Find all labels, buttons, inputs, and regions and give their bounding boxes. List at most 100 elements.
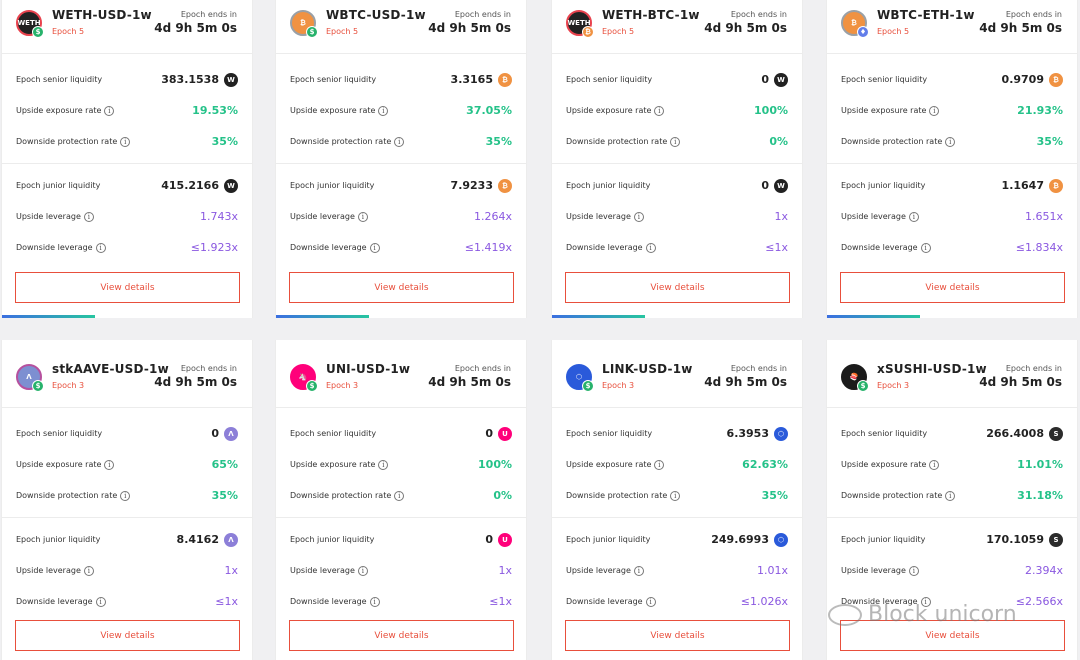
epoch-progress-fill bbox=[276, 315, 369, 318]
info-icon[interactable]: i bbox=[945, 136, 956, 147]
senior-liquidity-label: Epoch senior liquidity bbox=[290, 75, 377, 84]
view-details-button[interactable]: View details bbox=[289, 272, 514, 303]
info-icon[interactable]: i bbox=[394, 490, 405, 501]
info-icon[interactable]: i bbox=[670, 136, 681, 147]
senior-section: Epoch senior liquidity 3.3165 ₿ Upside expo… bbox=[276, 54, 526, 164]
uni-icon: U bbox=[498, 426, 512, 441]
info-icon[interactable]: i bbox=[104, 105, 115, 116]
info-icon[interactable]: i bbox=[95, 242, 106, 253]
usd-badge-icon: $ bbox=[32, 380, 44, 392]
epoch-countdown: 4d 9h 5m 0s bbox=[428, 21, 511, 35]
info-icon[interactable]: i bbox=[945, 490, 956, 501]
info-icon[interactable]: i bbox=[654, 459, 665, 470]
upside-exposure-label: Upside exposure rate i bbox=[841, 459, 940, 470]
downside-protection-label: Downside protection rate i bbox=[841, 490, 956, 501]
info-icon[interactable]: i bbox=[920, 242, 931, 253]
info-icon[interactable]: i bbox=[394, 136, 405, 147]
upside-leverage-label: Upside leverage i bbox=[290, 565, 368, 576]
junior-liquidity-label: Epoch junior liquidity bbox=[566, 181, 651, 190]
info-icon[interactable]: i bbox=[929, 459, 940, 470]
junior-liquidity-label: Epoch junior liquidity bbox=[841, 181, 926, 190]
weth-icon: W bbox=[224, 178, 238, 193]
upside-leverage-row: Upside leverage i 1x bbox=[552, 201, 802, 232]
upside-exposure-value: 100% bbox=[754, 104, 788, 117]
info-icon[interactable]: i bbox=[670, 490, 681, 501]
view-details-button[interactable]: View details bbox=[840, 272, 1065, 303]
info-icon[interactable]: i bbox=[908, 565, 919, 576]
upside-exposure-label: Upside exposure rate i bbox=[290, 105, 389, 116]
info-icon[interactable]: i bbox=[645, 596, 656, 607]
info-icon[interactable]: i bbox=[929, 105, 940, 116]
junior-liquidity-row: Epoch junior liquidity 170.1059 S bbox=[827, 524, 1077, 555]
epoch-number: Epoch 3 bbox=[52, 381, 85, 390]
info-icon[interactable]: i bbox=[120, 136, 131, 147]
upside-leverage-label: Upside leverage i bbox=[16, 565, 94, 576]
xsushi-icon: S bbox=[1049, 532, 1063, 547]
watermark: Block unicorn bbox=[828, 602, 1017, 627]
upside-exposure-value: 62.63% bbox=[742, 458, 788, 471]
info-icon[interactable]: i bbox=[908, 211, 919, 222]
info-icon[interactable]: i bbox=[369, 596, 380, 607]
junior-liquidity-label: Epoch junior liquidity bbox=[16, 535, 101, 544]
info-icon[interactable]: i bbox=[95, 596, 106, 607]
info-icon[interactable]: i bbox=[633, 565, 644, 576]
downside-protection-value: 0% bbox=[493, 489, 512, 502]
view-details-button[interactable]: View details bbox=[565, 620, 790, 651]
senior-section: Epoch senior liquidity 0 W Upside exposure … bbox=[552, 54, 802, 164]
downside-protection-label: Downside protection rate i bbox=[566, 136, 681, 147]
upside-leverage-value: 1x bbox=[224, 564, 238, 577]
epoch-progress-fill bbox=[827, 315, 920, 318]
info-icon[interactable]: i bbox=[357, 565, 368, 576]
epoch-number: Epoch 3 bbox=[877, 381, 910, 390]
usd-badge-icon: $ bbox=[857, 380, 869, 392]
info-icon[interactable]: i bbox=[378, 105, 389, 116]
vault-name: xSUSHI-USD-1w bbox=[877, 362, 987, 376]
downside-leverage-row: Downside leverage i ≤1.026x bbox=[552, 586, 802, 617]
info-icon[interactable]: i bbox=[369, 242, 380, 253]
xsushi-icon: S bbox=[1049, 426, 1063, 441]
upside-leverage-row: Upside leverage i 1.743x bbox=[2, 201, 252, 232]
card-header: 🍣 $ xSUSHI-USD-1w Epoch 3 Epoch ends in 4d 9h… bbox=[827, 340, 1077, 408]
upside-exposure-label: Upside exposure rate i bbox=[566, 459, 665, 470]
upside-exposure-value: 11.01% bbox=[1017, 458, 1063, 471]
vault-card: WETH $ WETH-USD-1w Epoch 5 Epoch ends in 4d 9… bbox=[1, 0, 253, 318]
card-header: WETH $ WETH-USD-1w Epoch 5 Epoch ends in 4d 9… bbox=[2, 0, 252, 54]
info-icon[interactable]: i bbox=[654, 105, 665, 116]
view-details-button[interactable]: View details bbox=[289, 620, 514, 651]
upside-leverage-row: Upside leverage i 2.394x bbox=[827, 555, 1077, 586]
view-details-button[interactable]: View details bbox=[565, 272, 790, 303]
vault-card: WETH ₿ WETH-BTC-1w Epoch 5 Epoch ends in 4d 9… bbox=[551, 0, 803, 318]
info-icon[interactable]: i bbox=[83, 211, 94, 222]
view-details-button[interactable]: View details bbox=[840, 620, 1065, 651]
info-icon[interactable]: i bbox=[357, 211, 368, 222]
info-icon[interactable]: i bbox=[378, 459, 389, 470]
view-details-button[interactable]: View details bbox=[15, 620, 240, 651]
upside-exposure-row: Upside exposure rate i 100% bbox=[276, 449, 526, 480]
downside-protection-label: Downside protection rate i bbox=[290, 136, 405, 147]
card-header: 🦄 $ UNI-USD-1w Epoch 3 Epoch ends in 4d 9h 5m… bbox=[276, 340, 526, 408]
downside-protection-value: 35% bbox=[211, 135, 238, 148]
epoch-countdown: 4d 9h 5m 0s bbox=[154, 21, 237, 35]
upside-exposure-value: 65% bbox=[211, 458, 238, 471]
junior-liquidity-value: 8.4162 Λ bbox=[177, 532, 238, 547]
downside-protection-label: Downside protection rate i bbox=[290, 490, 405, 501]
card-header: ⬡ $ LINK-USD-1w Epoch 3 Epoch ends in 4d 9h 5… bbox=[552, 340, 802, 408]
vault-name: WBTC-ETH-1w bbox=[877, 8, 975, 22]
downside-leverage-row: Downside leverage i ≤1.923x bbox=[2, 232, 252, 263]
upside-leverage-label: Upside leverage i bbox=[290, 211, 368, 222]
usd-badge-icon: $ bbox=[306, 26, 318, 38]
info-icon[interactable]: i bbox=[645, 242, 656, 253]
epoch-number: Epoch 5 bbox=[52, 27, 85, 36]
stkaave-icon: Λ bbox=[224, 532, 238, 547]
downside-leverage-value: ≤1.923x bbox=[190, 241, 238, 254]
info-icon[interactable]: i bbox=[633, 211, 644, 222]
view-details-button[interactable]: View details bbox=[15, 272, 240, 303]
info-icon[interactable]: i bbox=[120, 490, 131, 501]
downside-leverage-label: Downside leverage i bbox=[566, 242, 656, 253]
info-icon[interactable]: i bbox=[104, 459, 115, 470]
junior-liquidity-label: Epoch junior liquidity bbox=[841, 535, 926, 544]
vault-name: WETH-USD-1w bbox=[52, 8, 152, 22]
info-icon[interactable]: i bbox=[83, 565, 94, 576]
info-icon[interactable]: i bbox=[920, 596, 931, 607]
